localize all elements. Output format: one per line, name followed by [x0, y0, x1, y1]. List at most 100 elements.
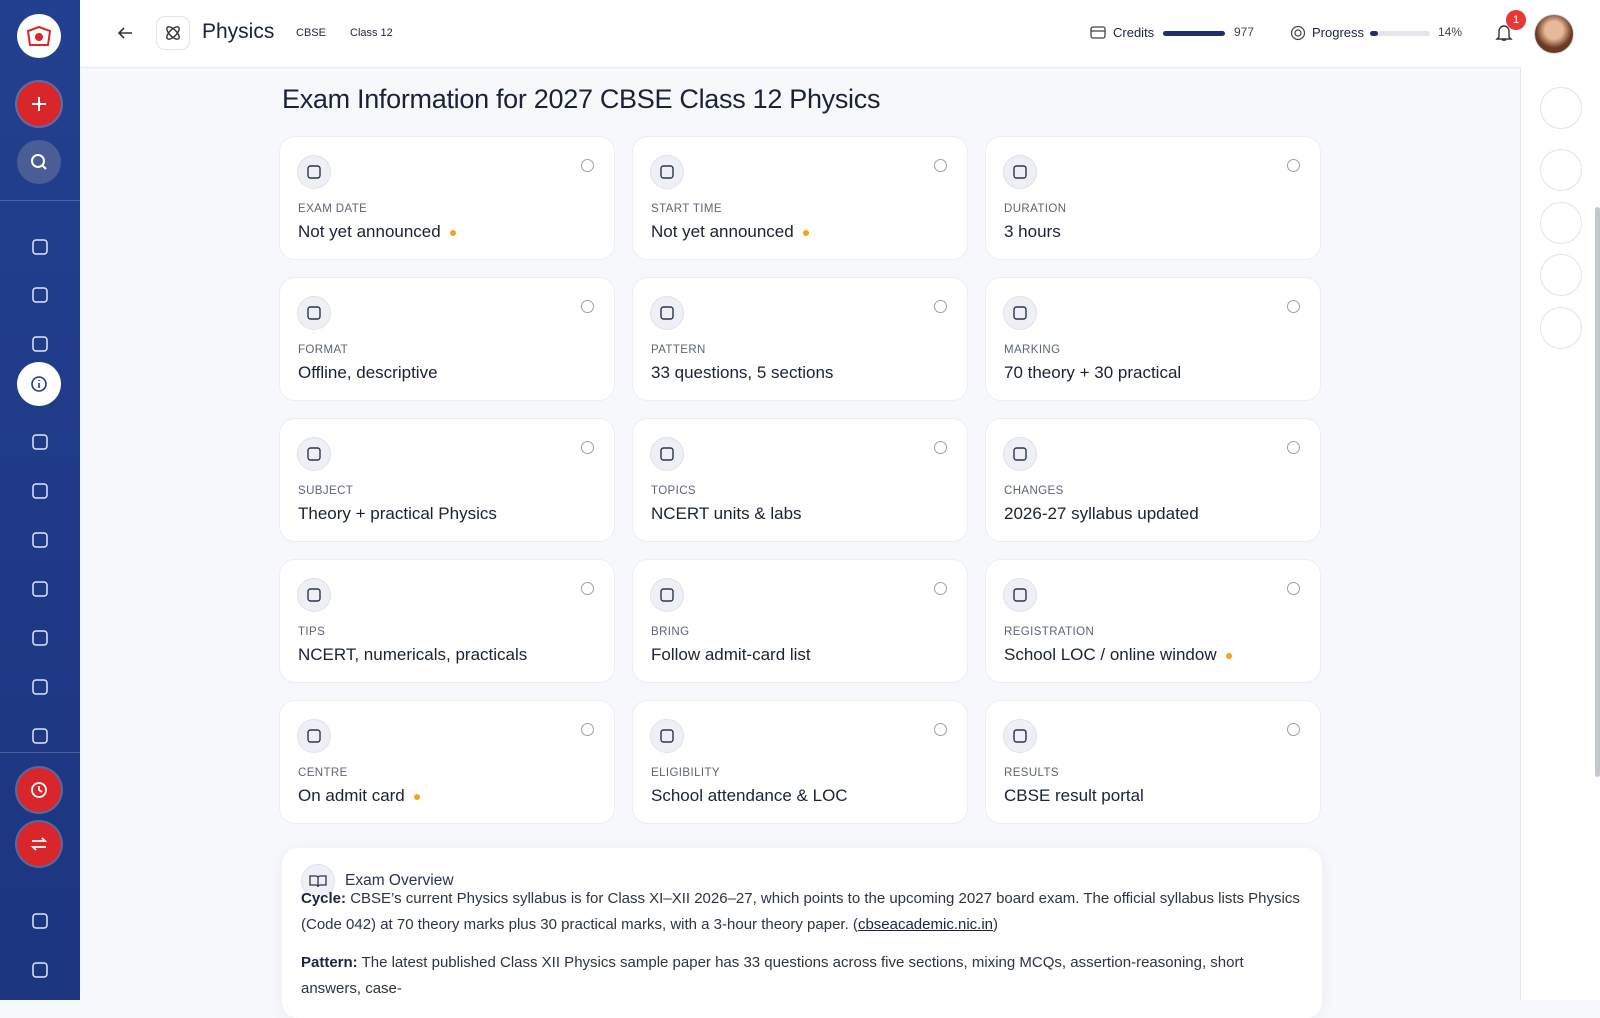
search-button[interactable]	[17, 140, 61, 184]
card-icon	[1003, 155, 1037, 189]
avatar[interactable]	[1534, 14, 1574, 54]
info-icon[interactable]	[934, 723, 947, 736]
card-value: 33 questions, 5 sections	[651, 363, 834, 382]
notes-button[interactable]	[1540, 307, 1582, 349]
nav-icon[interactable]	[30, 530, 50, 550]
info-icon[interactable]	[581, 300, 594, 313]
paragraph-text: )	[993, 916, 999, 933]
subject-title: Physics	[202, 20, 275, 43]
nav-icon[interactable]	[30, 726, 50, 746]
apps-button[interactable]	[1540, 87, 1582, 129]
card-value-row: Offline, descriptive	[298, 363, 438, 383]
nav-icon[interactable]	[30, 960, 50, 980]
card-value: Offline, descriptive	[298, 363, 438, 382]
nav-icon[interactable]	[30, 481, 50, 501]
card-value: Follow admit-card list	[651, 645, 811, 664]
card-label: RESULTS	[1004, 767, 1059, 779]
card-label: FORMAT	[298, 344, 349, 356]
card-icon	[650, 578, 684, 612]
info-icon[interactable]	[934, 441, 947, 454]
card-glyph	[307, 165, 321, 179]
paragraph-label: Pattern:	[301, 954, 358, 971]
info-icon[interactable]	[934, 159, 947, 172]
history-button[interactable]	[17, 768, 61, 812]
progress-label: Progress	[1312, 25, 1365, 40]
notification-badge: 1	[1506, 10, 1526, 30]
subject-icon	[156, 16, 190, 50]
info-icon[interactable]	[1287, 159, 1300, 172]
info-icon[interactable]	[1287, 582, 1300, 595]
info-card: DURATION 3 hours	[985, 136, 1321, 260]
overview-panel: Exam Overview Cycle: CBSE’s current Phys…	[282, 848, 1322, 1018]
card-icon	[297, 437, 331, 471]
info-card: MARKING 70 theory + 30 practical	[985, 277, 1321, 401]
card-icon	[1003, 437, 1037, 471]
info-icon[interactable]	[1287, 441, 1300, 454]
card-value-row: 70 theory + 30 practical	[1004, 363, 1181, 383]
info-icon[interactable]	[581, 159, 594, 172]
right-rail	[1520, 67, 1600, 1000]
card-glyph	[307, 588, 321, 602]
card-glyph	[307, 306, 321, 320]
paragraph-text: CBSE’s current Physics syllabus is for C…	[301, 890, 1300, 933]
nav-glyph	[32, 581, 48, 597]
source-link[interactable]: cbseacademic.nic.in	[857, 916, 994, 933]
info-icon[interactable]	[581, 723, 594, 736]
sidebar	[0, 0, 80, 1000]
card-label: PATTERN	[651, 344, 706, 356]
card-glyph	[1013, 729, 1027, 743]
card-label: ELIGIBILITY	[651, 767, 720, 779]
info-icon	[31, 376, 47, 392]
nav-icon[interactable]	[30, 285, 50, 305]
switch-button[interactable]	[17, 822, 61, 866]
info-icon[interactable]	[934, 300, 947, 313]
tag: CBSE	[296, 27, 326, 39]
explore-button[interactable]	[1540, 149, 1582, 191]
atom-icon	[166, 26, 180, 40]
card-icon	[650, 296, 684, 330]
card-glyph	[307, 447, 321, 461]
search-icon	[31, 154, 47, 170]
nav-icon[interactable]	[30, 677, 50, 697]
nav-glyph	[32, 483, 48, 499]
credits-label: Credits	[1113, 25, 1155, 40]
nav-glyph	[32, 336, 48, 352]
nav-icon[interactable]	[30, 579, 50, 599]
nav-glyph	[32, 728, 48, 744]
card-label: EXAM DATE	[298, 203, 368, 215]
info-icon[interactable]	[581, 441, 594, 454]
card-icon	[1003, 296, 1037, 330]
add-button[interactable]	[17, 82, 61, 126]
card-icon	[1003, 578, 1037, 612]
card-value-row: On admit card	[298, 786, 420, 806]
card-label: START TIME	[651, 203, 722, 215]
nav-icon[interactable]	[30, 911, 50, 931]
info-nav-active[interactable]	[17, 362, 61, 406]
card-value: 3 hours	[1004, 222, 1061, 241]
nav-icon[interactable]	[30, 237, 50, 257]
card-value-row: Follow admit-card list	[651, 645, 811, 665]
info-card: START TIME Not yet announced	[632, 136, 968, 260]
paragraph-label: Cycle:	[301, 890, 347, 907]
goals-button[interactable]	[1540, 202, 1582, 244]
progress-icon	[1290, 25, 1306, 41]
card-glyph	[660, 588, 674, 602]
info-icon[interactable]	[1287, 300, 1300, 313]
info-icon[interactable]	[934, 582, 947, 595]
nav-icon[interactable]	[30, 432, 50, 452]
card-glyph	[1013, 447, 1027, 461]
files-button[interactable]	[1540, 254, 1582, 296]
info-icon[interactable]	[581, 582, 594, 595]
nav-icon[interactable]	[30, 628, 50, 648]
card-label: DURATION	[1004, 203, 1067, 215]
plus-icon	[32, 97, 46, 111]
switch-icon	[30, 837, 48, 851]
notifications-button[interactable]	[1495, 23, 1513, 43]
info-card: BRING Follow admit-card list	[632, 559, 968, 683]
back-button[interactable]	[116, 24, 134, 42]
logo[interactable]	[17, 14, 61, 58]
nav-icon[interactable]	[30, 334, 50, 354]
info-icon[interactable]	[1287, 723, 1300, 736]
card-value-row: CBSE result portal	[1004, 786, 1144, 806]
card-value: Theory + practical Physics	[298, 504, 497, 523]
